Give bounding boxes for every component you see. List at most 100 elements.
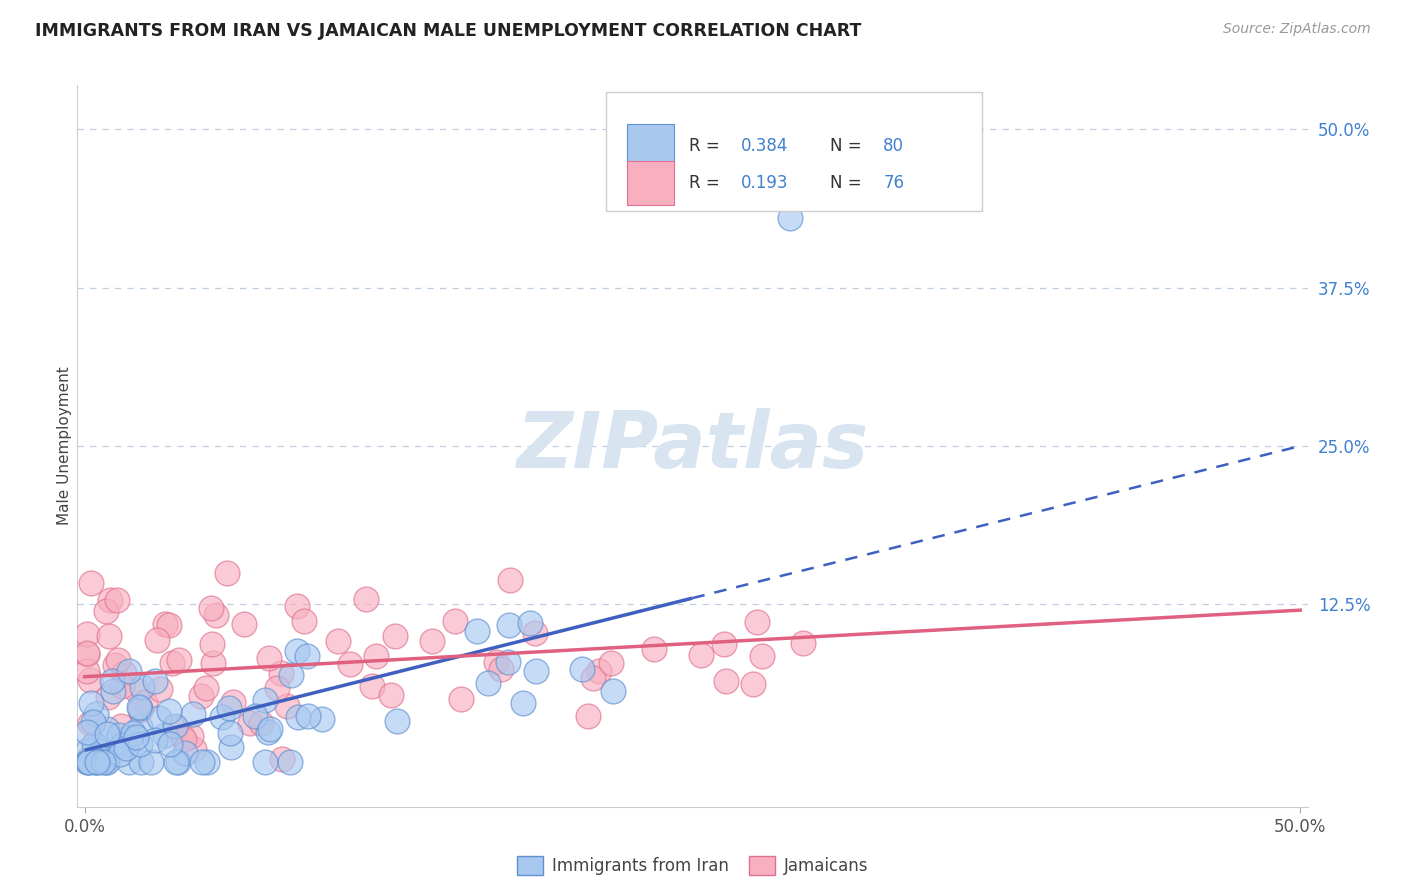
Point (165, 719, 187, 733)
Text: IMMIGRANTS FROM IRAN VS JAMAICAN MALE UNEMPLOYMENT CORRELATION CHART: IMMIGRANTS FROM IRAN VS JAMAICAN MALE UN… (35, 22, 862, 40)
Point (149, 681, 172, 696)
Point (94, 752, 117, 766)
Point (297, 708, 319, 723)
Point (450, 692, 472, 706)
Point (285, 644, 308, 658)
Point (79, 715, 101, 730)
Point (83, 737, 105, 751)
Point (118, 731, 141, 745)
Point (779, 211, 801, 225)
Point (266, 681, 288, 695)
Point (578, 709, 600, 723)
Point (84, 741, 107, 756)
Point (143, 733, 166, 747)
Point (218, 725, 240, 739)
Point (444, 614, 467, 628)
Point (91, 755, 114, 769)
Point (366, 648, 388, 663)
Point (111, 738, 134, 752)
Point (108, 747, 131, 762)
Point (76, 755, 98, 769)
Point (118, 664, 141, 678)
Point (380, 688, 402, 702)
Text: N =: N = (831, 137, 868, 155)
Point (101, 673, 124, 688)
Point (384, 629, 406, 643)
Point (714, 674, 737, 689)
Point (477, 676, 499, 690)
Point (96, 722, 118, 736)
Point (257, 651, 280, 665)
Text: 0.384: 0.384 (741, 137, 787, 155)
Point (285, 599, 308, 613)
Point (183, 742, 205, 756)
Point (76, 646, 98, 660)
Point (80, 576, 103, 591)
Point (491, 662, 513, 676)
Point (385, 714, 408, 729)
Legend: Immigrants from Iran, Jamaicans: Immigrants from Iran, Jamaicans (510, 849, 875, 882)
Point (232, 617, 254, 632)
Point (125, 731, 148, 745)
Point (582, 672, 605, 686)
Point (129, 700, 152, 714)
Point (571, 662, 593, 676)
Point (105, 592, 128, 607)
Point (519, 616, 541, 631)
Point (205, 608, 228, 623)
Point (217, 566, 239, 580)
Point (484, 655, 506, 669)
Point (86, 755, 108, 769)
FancyBboxPatch shape (606, 92, 981, 211)
Point (80, 696, 103, 710)
Point (129, 737, 152, 751)
Point (354, 591, 377, 606)
Point (271, 752, 294, 766)
Point (79, 673, 101, 688)
Point (600, 656, 623, 670)
Point (499, 573, 522, 587)
Point (259, 722, 281, 736)
Point (157, 618, 180, 632)
Point (295, 648, 318, 663)
Point (254, 755, 277, 769)
Point (287, 710, 309, 724)
Text: Source: ZipAtlas.com: Source: ZipAtlas.com (1223, 22, 1371, 37)
Point (86, 748, 108, 763)
Point (76, 755, 98, 769)
Point (84, 707, 107, 722)
Point (148, 710, 170, 724)
Point (221, 695, 243, 709)
Point (110, 719, 132, 733)
Point (195, 755, 218, 769)
Point (326, 633, 349, 648)
Point (76, 752, 98, 766)
Y-axis label: Male Unemployment: Male Unemployment (56, 367, 72, 525)
Point (97, 629, 120, 643)
Point (94, 755, 117, 769)
Point (96, 727, 118, 741)
Point (690, 648, 713, 662)
Point (280, 667, 302, 681)
Point (201, 637, 224, 651)
Point (420, 634, 443, 648)
Point (129, 703, 152, 717)
Point (89, 748, 111, 763)
Text: 76: 76 (883, 174, 904, 192)
Point (498, 618, 520, 632)
Point (278, 755, 301, 769)
Point (101, 684, 124, 698)
Point (157, 705, 180, 719)
Point (311, 712, 333, 726)
Point (219, 740, 242, 755)
Point (745, 615, 768, 629)
Point (165, 755, 187, 769)
Point (108, 728, 131, 742)
Point (160, 656, 183, 670)
Point (128, 700, 150, 714)
Point (602, 684, 624, 698)
Point (643, 641, 665, 656)
Point (249, 716, 271, 731)
Point (292, 614, 315, 628)
Point (200, 600, 222, 615)
